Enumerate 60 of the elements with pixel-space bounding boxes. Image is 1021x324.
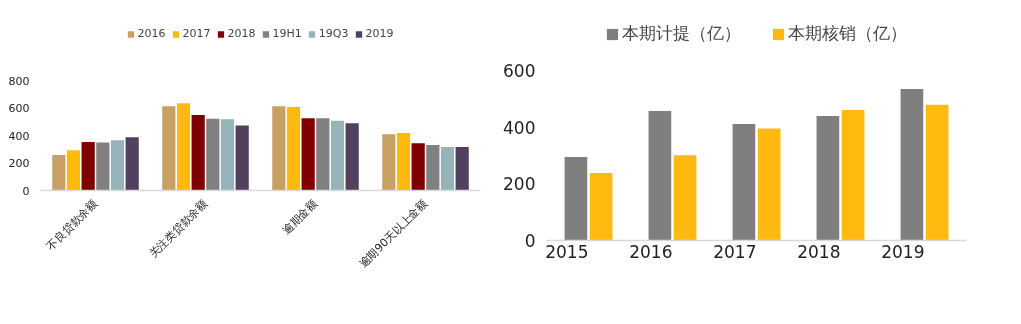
bar [841, 109, 865, 241]
legend-label: 2018 [227, 27, 256, 40]
x-tick-label: 2015 [545, 242, 589, 262]
bar [52, 155, 66, 191]
bar [110, 140, 125, 191]
bar [757, 128, 781, 241]
bar [455, 147, 469, 191]
x-tick-label: 2018 [797, 242, 841, 262]
bar [396, 133, 411, 191]
bar [732, 124, 756, 241]
bar [66, 150, 81, 191]
legend-label: 2019 [365, 27, 394, 40]
y-tick-label: 200 [8, 157, 30, 170]
legend-label: 本期计提（亿） [622, 22, 741, 45]
legend-label: 2016 [137, 27, 166, 40]
x-tick-label: 不良贷款余额 [44, 196, 101, 253]
bar [162, 106, 176, 191]
y-tick-label: 0 [524, 231, 536, 251]
legend-label: 19H1 [272, 27, 302, 40]
x-tick-label: 2019 [881, 242, 925, 262]
legend-label: 本期核销（亿） [788, 22, 907, 45]
x-tick-label: 关注类贷款余额 [146, 196, 211, 261]
bar [176, 103, 191, 191]
y-tick-label: 400 [8, 129, 30, 143]
y-tick-label: 800 [8, 74, 30, 88]
bar [125, 137, 139, 191]
bar [96, 142, 110, 191]
bar [900, 88, 924, 241]
y-tick-label: 0 [22, 184, 30, 198]
bar [286, 106, 301, 191]
x-tick-label: 逾期金额 [279, 196, 321, 238]
bar [330, 120, 345, 191]
bar [191, 114, 205, 191]
bar [206, 118, 220, 191]
x-tick-label: 逾期90天以上金额 [356, 196, 431, 271]
bar [411, 143, 425, 191]
bar [589, 173, 613, 241]
bar [220, 119, 235, 191]
bar [316, 118, 330, 191]
legend-label: 2017 [182, 27, 211, 40]
bar [345, 123, 359, 191]
bar [81, 141, 95, 191]
y-tick-label: 400 [503, 117, 536, 138]
y-tick-label: 200 [503, 174, 536, 195]
bar [925, 104, 949, 241]
bar [426, 144, 440, 191]
bar [301, 118, 315, 191]
x-tick-label: 2017 [713, 242, 757, 262]
x-tick-label: 2016 [629, 242, 673, 262]
bar [564, 156, 588, 241]
bar [440, 147, 455, 191]
y-tick-label: 600 [503, 61, 536, 81]
legend-label: 19Q3 [318, 27, 349, 40]
bar [235, 125, 249, 191]
bar [382, 134, 396, 191]
bar [816, 116, 840, 241]
bar [673, 155, 697, 241]
y-tick-label: 600 [8, 102, 30, 115]
bar [272, 106, 286, 191]
bar [648, 111, 672, 241]
